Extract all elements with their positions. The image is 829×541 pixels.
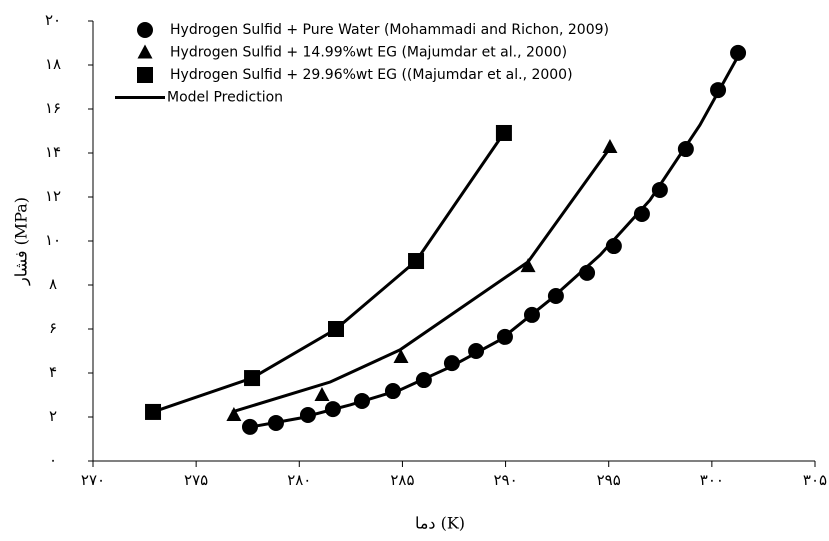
point [523, 306, 540, 323]
y-tick-label: ۱۴ [45, 143, 61, 161]
point [145, 403, 162, 420]
x-tick-label: ۲۹۵ [597, 471, 621, 489]
point [633, 205, 650, 222]
legend-label: Hydrogen Sulfid + 14.99%wt EG (Majumdar … [170, 45, 567, 61]
y-tick-label: ۸ [49, 275, 57, 293]
point [496, 328, 513, 345]
point [651, 181, 668, 198]
point [328, 321, 345, 337]
y-tick-label: ۱۶ [45, 99, 61, 117]
y-tick-label: ۴ [49, 363, 57, 381]
point [353, 392, 370, 409]
point [443, 355, 460, 372]
point [241, 418, 258, 435]
legend-swatch [137, 67, 153, 83]
legend-label: Hydrogen Sulfid + Pure Water (Mohammadi … [170, 22, 609, 38]
point [267, 414, 284, 431]
point [314, 387, 330, 401]
point [244, 370, 261, 387]
x-tick-label: ۲۷۵ [184, 471, 208, 489]
x-tick-label: ۲۸۰ [287, 471, 311, 489]
point [408, 253, 425, 270]
point [730, 44, 747, 61]
point [415, 372, 432, 389]
x-tick-label: ۲۷۰ [81, 471, 105, 489]
point [468, 343, 485, 359]
x-tick-label: ۳۰۰ [700, 471, 724, 489]
point [602, 139, 618, 154]
point [677, 141, 694, 158]
legend-label: Hydrogen Sulfid + 29.96%wt EG ((Majumdar… [170, 67, 573, 83]
x-tick-label: ۲۹۰ [493, 471, 517, 489]
model-line [152, 52, 742, 430]
y-axis-label: فشار (MPa) [12, 197, 31, 286]
legend-swatch [137, 22, 153, 38]
point [710, 82, 727, 99]
point [579, 264, 596, 281]
x-tick-label: ۲۸۵ [390, 471, 414, 489]
point [393, 348, 409, 363]
y-tick-label: ۶ [49, 319, 57, 337]
x-axis-label: دما (K) [415, 514, 465, 533]
legend-label: Model Prediction [167, 90, 283, 106]
y-tick-label: ۱۰ [45, 231, 61, 249]
y-tick-label: ۱۸ [45, 55, 61, 73]
y-tick-label: ۰ [49, 451, 57, 469]
y-tick-label: ۲ [49, 407, 57, 425]
point [299, 407, 316, 424]
point [520, 258, 536, 273]
point [384, 383, 401, 400]
point [547, 288, 564, 304]
x-tick-label: ۳۰۵ [803, 471, 827, 489]
point [324, 401, 341, 418]
y-tick-label: ۲۰ [45, 11, 61, 29]
point [226, 407, 242, 422]
y-tick-label: ۱۲ [45, 187, 61, 205]
point [605, 238, 622, 255]
legend-swatch [137, 44, 153, 59]
point [495, 124, 512, 141]
